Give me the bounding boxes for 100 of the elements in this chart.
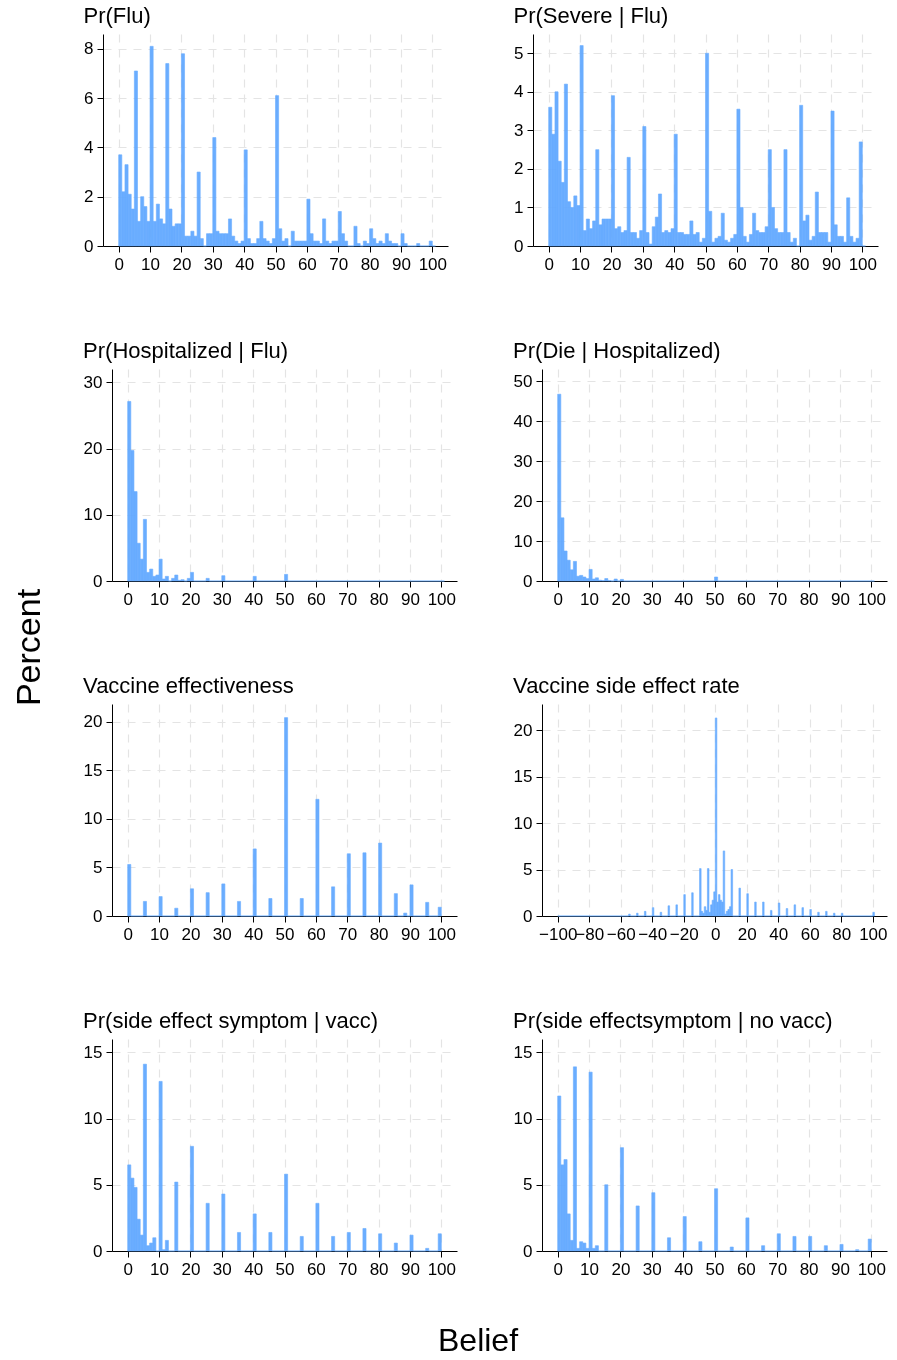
x-tick-label: 80 [369,589,389,609]
y-tick-label: 50 [513,371,533,391]
x-tick-label: 0 [114,254,124,274]
x-tick-label: 70 [338,1259,358,1279]
x-tick-label: 0 [544,254,554,274]
x-tick-label: 0 [711,924,721,944]
x-tick-label: 10 [150,589,170,609]
x-tick-label: 20 [737,924,757,944]
x-tick-label: 90 [830,589,850,609]
x-tick-label: 90 [821,254,841,274]
y-tick-label: 20 [513,720,533,740]
y-axis-title: Percent [8,587,48,708]
x-tick-label: 30 [642,589,662,609]
y-tick-label: 5 [93,1175,103,1195]
x-tick-label: 80 [369,924,389,944]
x-tick-label: 40 [674,589,694,609]
y-tick-label: 20 [83,439,103,458]
x-tick-label: 30 [633,254,653,274]
y-tick-label: 5 [523,1175,533,1195]
y-tick-label: 5 [93,857,103,877]
x-tick-label: 60 [736,589,756,609]
x-tick-label: 100 [857,1259,887,1279]
x-tick-label: 0 [123,1259,133,1279]
x-tick-label: 0 [123,924,133,944]
x-tick-label: 60 [727,254,747,274]
x-tick-label: 100 [859,924,888,944]
x-tick-label: 70 [759,254,779,274]
y-tick-label: 0 [93,1241,103,1261]
y-tick-label: 20 [513,491,533,511]
x-tick-label: 40 [674,1259,694,1279]
y-tick-label: 15 [513,767,533,787]
x-tick-label: 100 [427,589,457,609]
x-tick-label: −100 [539,924,578,944]
x-tick-label: 0 [553,589,563,609]
y-tick-label: 10 [83,809,103,829]
y-tick-label: 15 [513,1042,533,1062]
y-tick-label: 2 [84,187,94,207]
y-tick-label: 0 [514,236,524,256]
x-tick-label: 90 [400,924,420,944]
x-tick-label: 60 [306,589,326,609]
y-tick-label: 3 [514,120,524,140]
x-tick-label: 40 [244,589,264,609]
x-tick-label: 20 [172,254,192,274]
x-tick-label: 100 [427,1259,457,1279]
x-tick-label: 40 [235,254,255,274]
y-tick-label: 20 [83,712,103,731]
x-tick-label: 100 [848,254,878,274]
x-tick-label: 0 [123,589,133,609]
x-tick-label: 50 [275,589,295,609]
x-tick-label: 70 [329,254,349,274]
x-tick-label: 90 [400,1259,420,1279]
x-tick-label: 20 [181,1259,201,1279]
y-tick-label: 6 [84,88,94,108]
chart-title: Vaccine effectiveness [83,673,294,698]
y-tick-label: 1 [514,197,524,217]
x-tick-label: 80 [790,254,810,274]
y-tick-label: 40 [513,411,533,431]
y-tick-label: 4 [84,137,94,157]
x-tick-label: 80 [360,254,380,274]
x-tick-label: 60 [306,924,326,944]
x-tick-label: 50 [275,924,295,944]
x-tick-label: 60 [800,924,820,944]
x-tick-label: 100 [427,924,457,944]
x-tick-label: 10 [150,924,170,944]
x-tick-label: 60 [297,254,317,274]
x-tick-label: 20 [611,1259,631,1279]
x-axis-title: Belief [438,1322,519,1359]
x-tick-label: 20 [611,589,631,609]
y-tick-label: 5 [514,43,524,63]
x-tick-label: 50 [705,1259,725,1279]
y-tick-label: 0 [93,571,103,591]
x-tick-label: 90 [830,1259,850,1279]
x-tick-label: −60 [606,924,636,944]
chart-title: Pr(Hospitalized | Flu) [83,338,289,363]
chart-title: Pr(side effect symptom | vacc) [83,1008,379,1033]
x-tick-label: 20 [181,924,201,944]
x-tick-label: 20 [181,589,201,609]
x-tick-label: 50 [266,254,286,274]
x-tick-label: 90 [400,589,420,609]
x-tick-label: 40 [769,924,789,944]
x-tick-label: 80 [832,924,852,944]
y-tick-label: 0 [84,236,94,256]
y-tick-label: 10 [513,531,533,551]
chart-title: Vaccine side effect rate [513,673,740,698]
x-tick-label: 30 [212,1259,232,1279]
x-tick-label: 80 [799,1259,819,1279]
x-tick-label: 90 [391,254,411,274]
chart-title: Pr(Flu) [83,3,151,28]
y-tick-label: 15 [83,760,103,780]
x-tick-label: 60 [306,1259,326,1279]
x-tick-label: 10 [580,1259,600,1279]
x-tick-label: 30 [212,589,232,609]
y-tick-label: 30 [513,451,533,471]
y-tick-label: 0 [523,571,533,591]
x-tick-label: 10 [141,254,161,274]
y-tick-label: 5 [523,860,533,880]
y-tick-label: 10 [83,505,103,525]
x-tick-label: 10 [150,1259,170,1279]
x-tick-label: 70 [768,589,788,609]
x-tick-label: 40 [665,254,685,274]
